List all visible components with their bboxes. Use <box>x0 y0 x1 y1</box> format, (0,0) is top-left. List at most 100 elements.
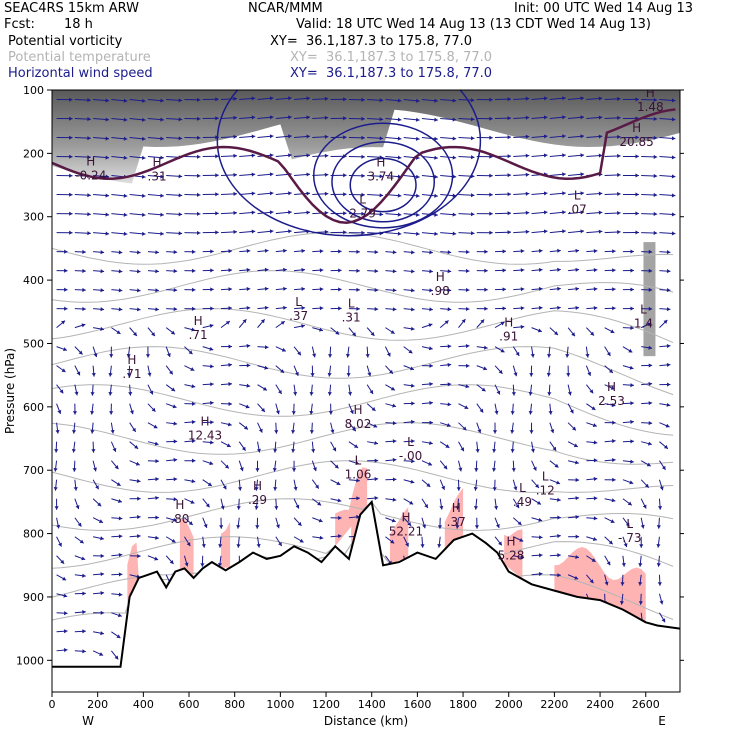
wind-arrowhead <box>665 423 670 428</box>
wind-arrowhead <box>547 392 552 396</box>
wind-arrowhead <box>473 506 479 510</box>
hl-symbol: L <box>626 517 633 531</box>
wind-arrowhead <box>309 410 314 415</box>
wind-arrowhead <box>489 211 493 216</box>
wind-arrowhead <box>483 345 488 350</box>
wind-arrowhead <box>283 305 287 310</box>
wind-arrowhead <box>648 363 653 368</box>
wind-arrowhead <box>87 117 91 122</box>
wind-arrowhead <box>592 537 597 541</box>
model-title: SEAC4RS 15km ARW <box>4 1 140 16</box>
wind-arrowhead <box>246 286 251 292</box>
wind-arrowhead <box>409 500 414 505</box>
wind-arrowhead <box>255 525 260 529</box>
wind-arrowhead <box>556 480 561 485</box>
wind-arrowhead <box>437 544 442 548</box>
wind-arrowhead <box>573 443 578 448</box>
wind-arrowhead <box>635 154 639 159</box>
wind-arrowhead <box>492 448 497 453</box>
wind-arrowhead <box>81 556 86 561</box>
wind-arrowhead <box>646 462 651 467</box>
wind-arrowhead <box>210 420 214 425</box>
wind-arrowhead <box>55 429 60 434</box>
wind-arrowhead <box>332 447 337 452</box>
wind-arrowhead <box>105 212 110 217</box>
wind-arrowhead <box>671 155 676 160</box>
wind-arrowhead <box>87 98 91 103</box>
wind-arrowhead <box>196 135 201 140</box>
wind-arrowhead <box>392 403 397 408</box>
wind-speed-contour <box>216 90 482 237</box>
wind-arrowhead <box>598 115 603 120</box>
wind-arrowhead <box>494 505 499 510</box>
hl-value: 20.85 <box>619 135 653 149</box>
wind-arrowhead <box>251 115 256 120</box>
wind-arrowhead <box>447 362 452 367</box>
wind-arrowhead <box>629 365 634 370</box>
theta-contour <box>52 498 674 531</box>
wind-arrowhead <box>434 174 438 179</box>
wind-arrowhead <box>580 172 585 177</box>
wind-arrowhead <box>141 98 146 103</box>
wind-arrowhead <box>575 267 580 272</box>
wind-arrowhead <box>659 600 664 605</box>
wind-arrowhead <box>447 382 452 387</box>
wind-arrowhead <box>155 477 159 482</box>
wind-arrowhead <box>465 343 470 349</box>
wind-arrowhead <box>489 192 493 197</box>
wind-arrowhead <box>392 269 397 274</box>
wind-arrowhead <box>666 382 671 387</box>
wind-arrowhead <box>554 463 559 468</box>
wind-arrowhead <box>129 410 134 415</box>
wind-arrowhead <box>593 516 598 521</box>
wind-arrowhead <box>297 521 302 526</box>
wind-arrowhead <box>160 193 164 198</box>
wind-arrowhead <box>562 153 566 158</box>
wind-arrowhead <box>548 411 553 415</box>
wind-arrowhead <box>258 428 263 433</box>
wind-arrowhead <box>428 461 433 466</box>
wind-arrowhead <box>117 613 122 618</box>
y-axis-title: Pressure (hPa) <box>3 348 17 434</box>
wind-arrowhead <box>575 496 580 501</box>
hl-value: .98 <box>431 284 450 298</box>
wind-arrowhead <box>100 572 105 577</box>
wind-arrowhead <box>184 562 189 567</box>
wind-arrowhead <box>489 97 493 102</box>
wind-arrowhead <box>500 321 505 326</box>
wind-arrowhead <box>415 117 420 122</box>
wind-arrowhead <box>411 459 415 464</box>
hl-value: 12.43 <box>188 428 222 442</box>
wind-arrowhead <box>653 135 658 140</box>
wind-arrowhead <box>374 496 379 501</box>
wind-arrowhead <box>538 535 543 540</box>
x-tick-label: 2400 <box>586 698 614 711</box>
wind-arrowhead <box>116 330 121 334</box>
wind-arrowhead <box>369 389 374 394</box>
wind-arrowhead <box>538 305 543 311</box>
wind-arrowhead <box>264 365 269 370</box>
wind-arrowhead <box>228 306 232 311</box>
wind-arrowhead <box>474 468 479 472</box>
wind-arrowhead <box>397 212 402 217</box>
wind-arrowhead <box>444 320 449 325</box>
wind-arrowhead <box>612 420 616 425</box>
wind-arrowhead <box>273 487 278 491</box>
wind-arrowhead <box>648 287 653 292</box>
wind-arrowhead <box>210 440 214 445</box>
wind-arrowhead <box>118 250 123 255</box>
x-tick-label: 1400 <box>358 698 386 711</box>
wind-arrowhead <box>155 515 159 520</box>
hl-symbol: L <box>355 454 362 468</box>
wind-arrowhead <box>64 287 68 292</box>
wind-arrowhead <box>429 400 433 406</box>
pv-shade-low <box>504 529 523 580</box>
wind-arrowhead <box>160 231 164 236</box>
wind-arrowhead <box>210 400 214 405</box>
y-tick-label: 200 <box>23 147 44 160</box>
wind-arrowhead <box>334 464 339 469</box>
wind-arrowhead <box>173 497 178 502</box>
wind-arrowhead <box>108 391 113 396</box>
wind-arrowhead <box>648 306 653 311</box>
hl-value: .29 <box>248 493 267 507</box>
